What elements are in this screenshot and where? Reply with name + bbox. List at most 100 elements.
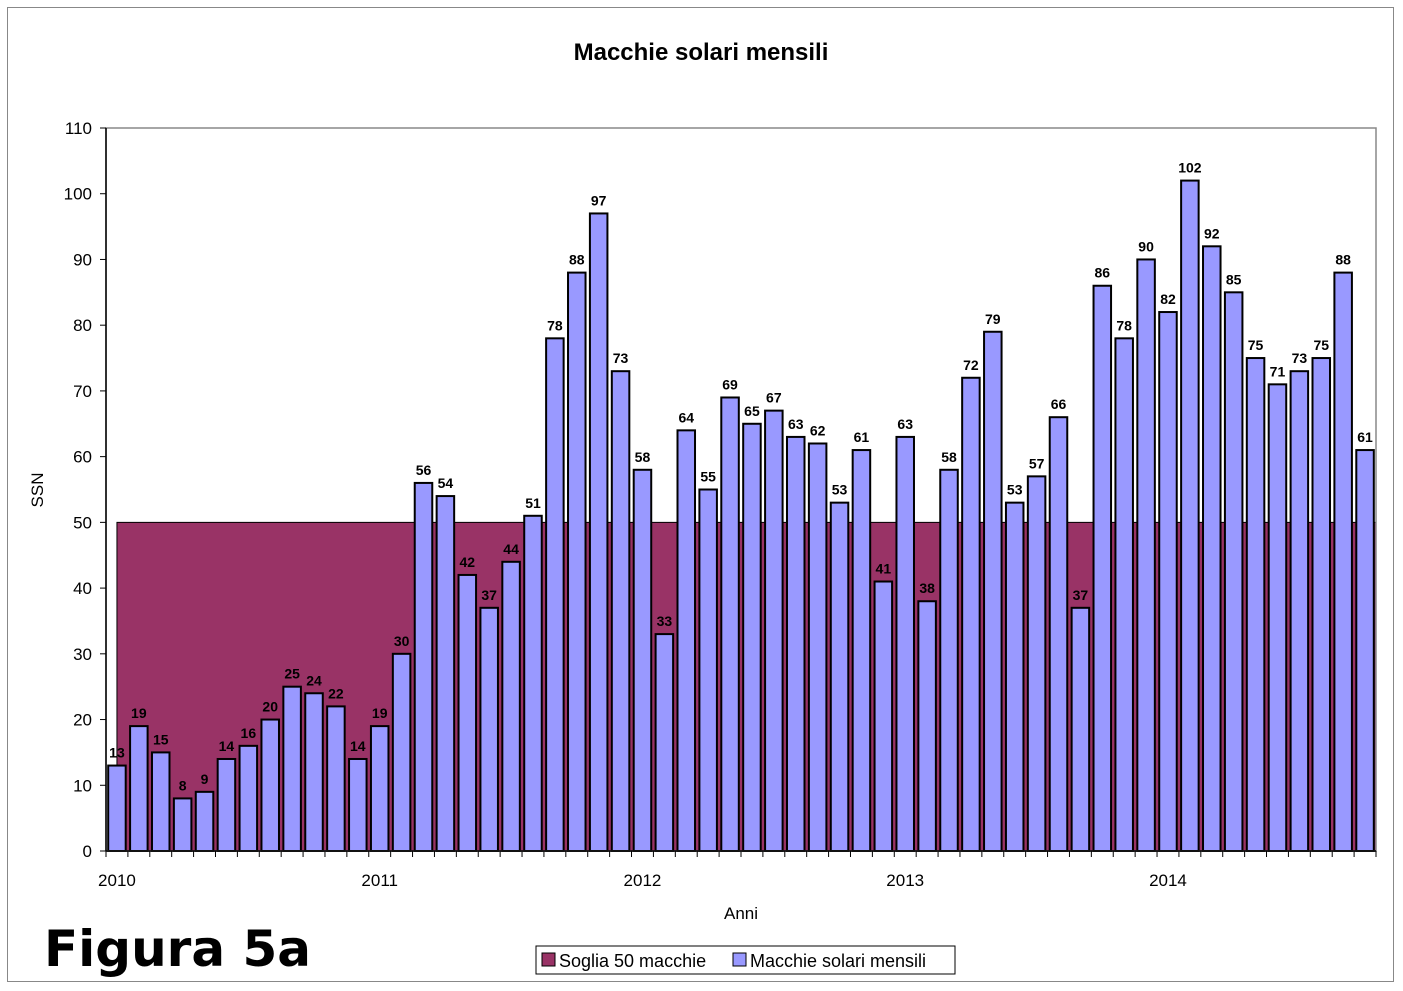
bar	[698, 488, 718, 852]
legend-label-threshold: Soglia 50 macchie	[559, 951, 706, 971]
bar	[742, 422, 762, 852]
legend-label-bars: Macchie solari mensili	[750, 951, 926, 971]
data-label: 57	[1029, 455, 1045, 471]
bar	[435, 495, 456, 852]
data-label: 13	[109, 745, 125, 761]
legend-swatch-bars	[732, 952, 747, 967]
bar	[391, 652, 412, 852]
bar	[1267, 383, 1288, 852]
bar	[895, 435, 915, 852]
data-label: 90	[1138, 238, 1154, 254]
bar	[632, 468, 653, 852]
bar	[282, 685, 302, 852]
bar	[785, 435, 806, 852]
bar	[238, 744, 259, 852]
bar	[983, 330, 1003, 853]
data-label: 24	[306, 672, 322, 688]
y-axis-label: SSN	[28, 473, 47, 508]
data-label: 73	[1292, 350, 1308, 366]
data-label: 82	[1160, 291, 1176, 307]
y-tick-label: 10	[73, 776, 92, 795]
data-label: 44	[503, 541, 519, 557]
bar	[369, 725, 390, 852]
bar	[851, 449, 872, 852]
bar	[523, 514, 543, 852]
data-label: 97	[591, 192, 607, 208]
bar	[413, 481, 434, 852]
bar	[829, 501, 850, 852]
data-label: 62	[810, 422, 826, 438]
data-label: 37	[1073, 587, 1089, 603]
data-label: 88	[1335, 252, 1351, 268]
bar	[1158, 311, 1178, 852]
data-label: 85	[1226, 271, 1242, 287]
y-tick-label: 90	[73, 250, 92, 269]
data-label: 61	[854, 429, 870, 445]
bar	[1136, 258, 1156, 853]
data-label: 102	[1178, 160, 1202, 176]
figure-label: Figura 5a	[44, 920, 312, 978]
bar	[654, 633, 675, 852]
bar	[1026, 475, 1047, 852]
bar	[1202, 245, 1222, 853]
data-label: 63	[897, 416, 913, 432]
legend: Soglia 50 macchie Macchie solari mensili	[535, 945, 956, 975]
bar	[939, 468, 959, 852]
data-label: 25	[284, 666, 300, 682]
y-tick-label: 80	[73, 316, 92, 335]
y-tick-label: 30	[73, 645, 92, 664]
bar	[216, 757, 237, 852]
y-tick-label: 20	[73, 711, 92, 730]
data-label: 37	[481, 587, 497, 603]
bar	[567, 271, 587, 853]
bar	[961, 376, 981, 852]
data-label: 41	[876, 561, 892, 577]
bar	[1092, 284, 1113, 852]
bar	[457, 573, 478, 852]
data-label: 61	[1357, 429, 1373, 445]
data-label: 42	[460, 554, 476, 570]
data-label: 22	[328, 685, 344, 701]
bar	[1048, 416, 1069, 852]
data-label: 67	[766, 390, 782, 406]
bar	[348, 757, 368, 852]
x-axis-label: Anni	[724, 904, 758, 923]
data-label: 15	[153, 731, 169, 747]
data-label: 54	[438, 475, 454, 491]
data-labels: 13 19 15 8 9 14 16 20 25 24 22 14 19 30 56 54 42 37 44 51 78…	[109, 160, 1373, 794]
data-label: 92	[1204, 225, 1220, 241]
x-tick-label: 2010	[98, 871, 136, 890]
bar	[1333, 271, 1353, 853]
bar	[1114, 337, 1134, 852]
data-label: 88	[569, 252, 585, 268]
bar	[764, 409, 784, 852]
data-label: 30	[394, 633, 410, 649]
bar	[326, 705, 346, 853]
bar	[1180, 179, 1200, 852]
data-label: 56	[416, 462, 432, 478]
bar	[150, 751, 171, 853]
data-label: 58	[941, 449, 957, 465]
bar	[610, 370, 631, 852]
bar	[107, 764, 127, 853]
y-tick-label: 50	[73, 513, 92, 532]
data-label: 78	[547, 317, 563, 333]
data-label: 14	[350, 738, 366, 754]
x-tick-label: 2012	[624, 871, 662, 890]
bar	[1070, 606, 1091, 852]
bar	[129, 725, 149, 852]
y-tick-label: 0	[83, 842, 92, 861]
bar	[917, 600, 937, 853]
bar	[1004, 501, 1025, 852]
data-label: 53	[1007, 482, 1023, 498]
data-label: 64	[678, 409, 694, 425]
y-tick-label: 40	[73, 579, 92, 598]
bar	[172, 797, 193, 852]
bar	[479, 606, 499, 852]
data-label: 75	[1248, 337, 1264, 353]
bar	[194, 790, 215, 853]
bar	[1355, 449, 1375, 852]
data-label: 72	[963, 357, 979, 373]
bar	[720, 396, 740, 852]
